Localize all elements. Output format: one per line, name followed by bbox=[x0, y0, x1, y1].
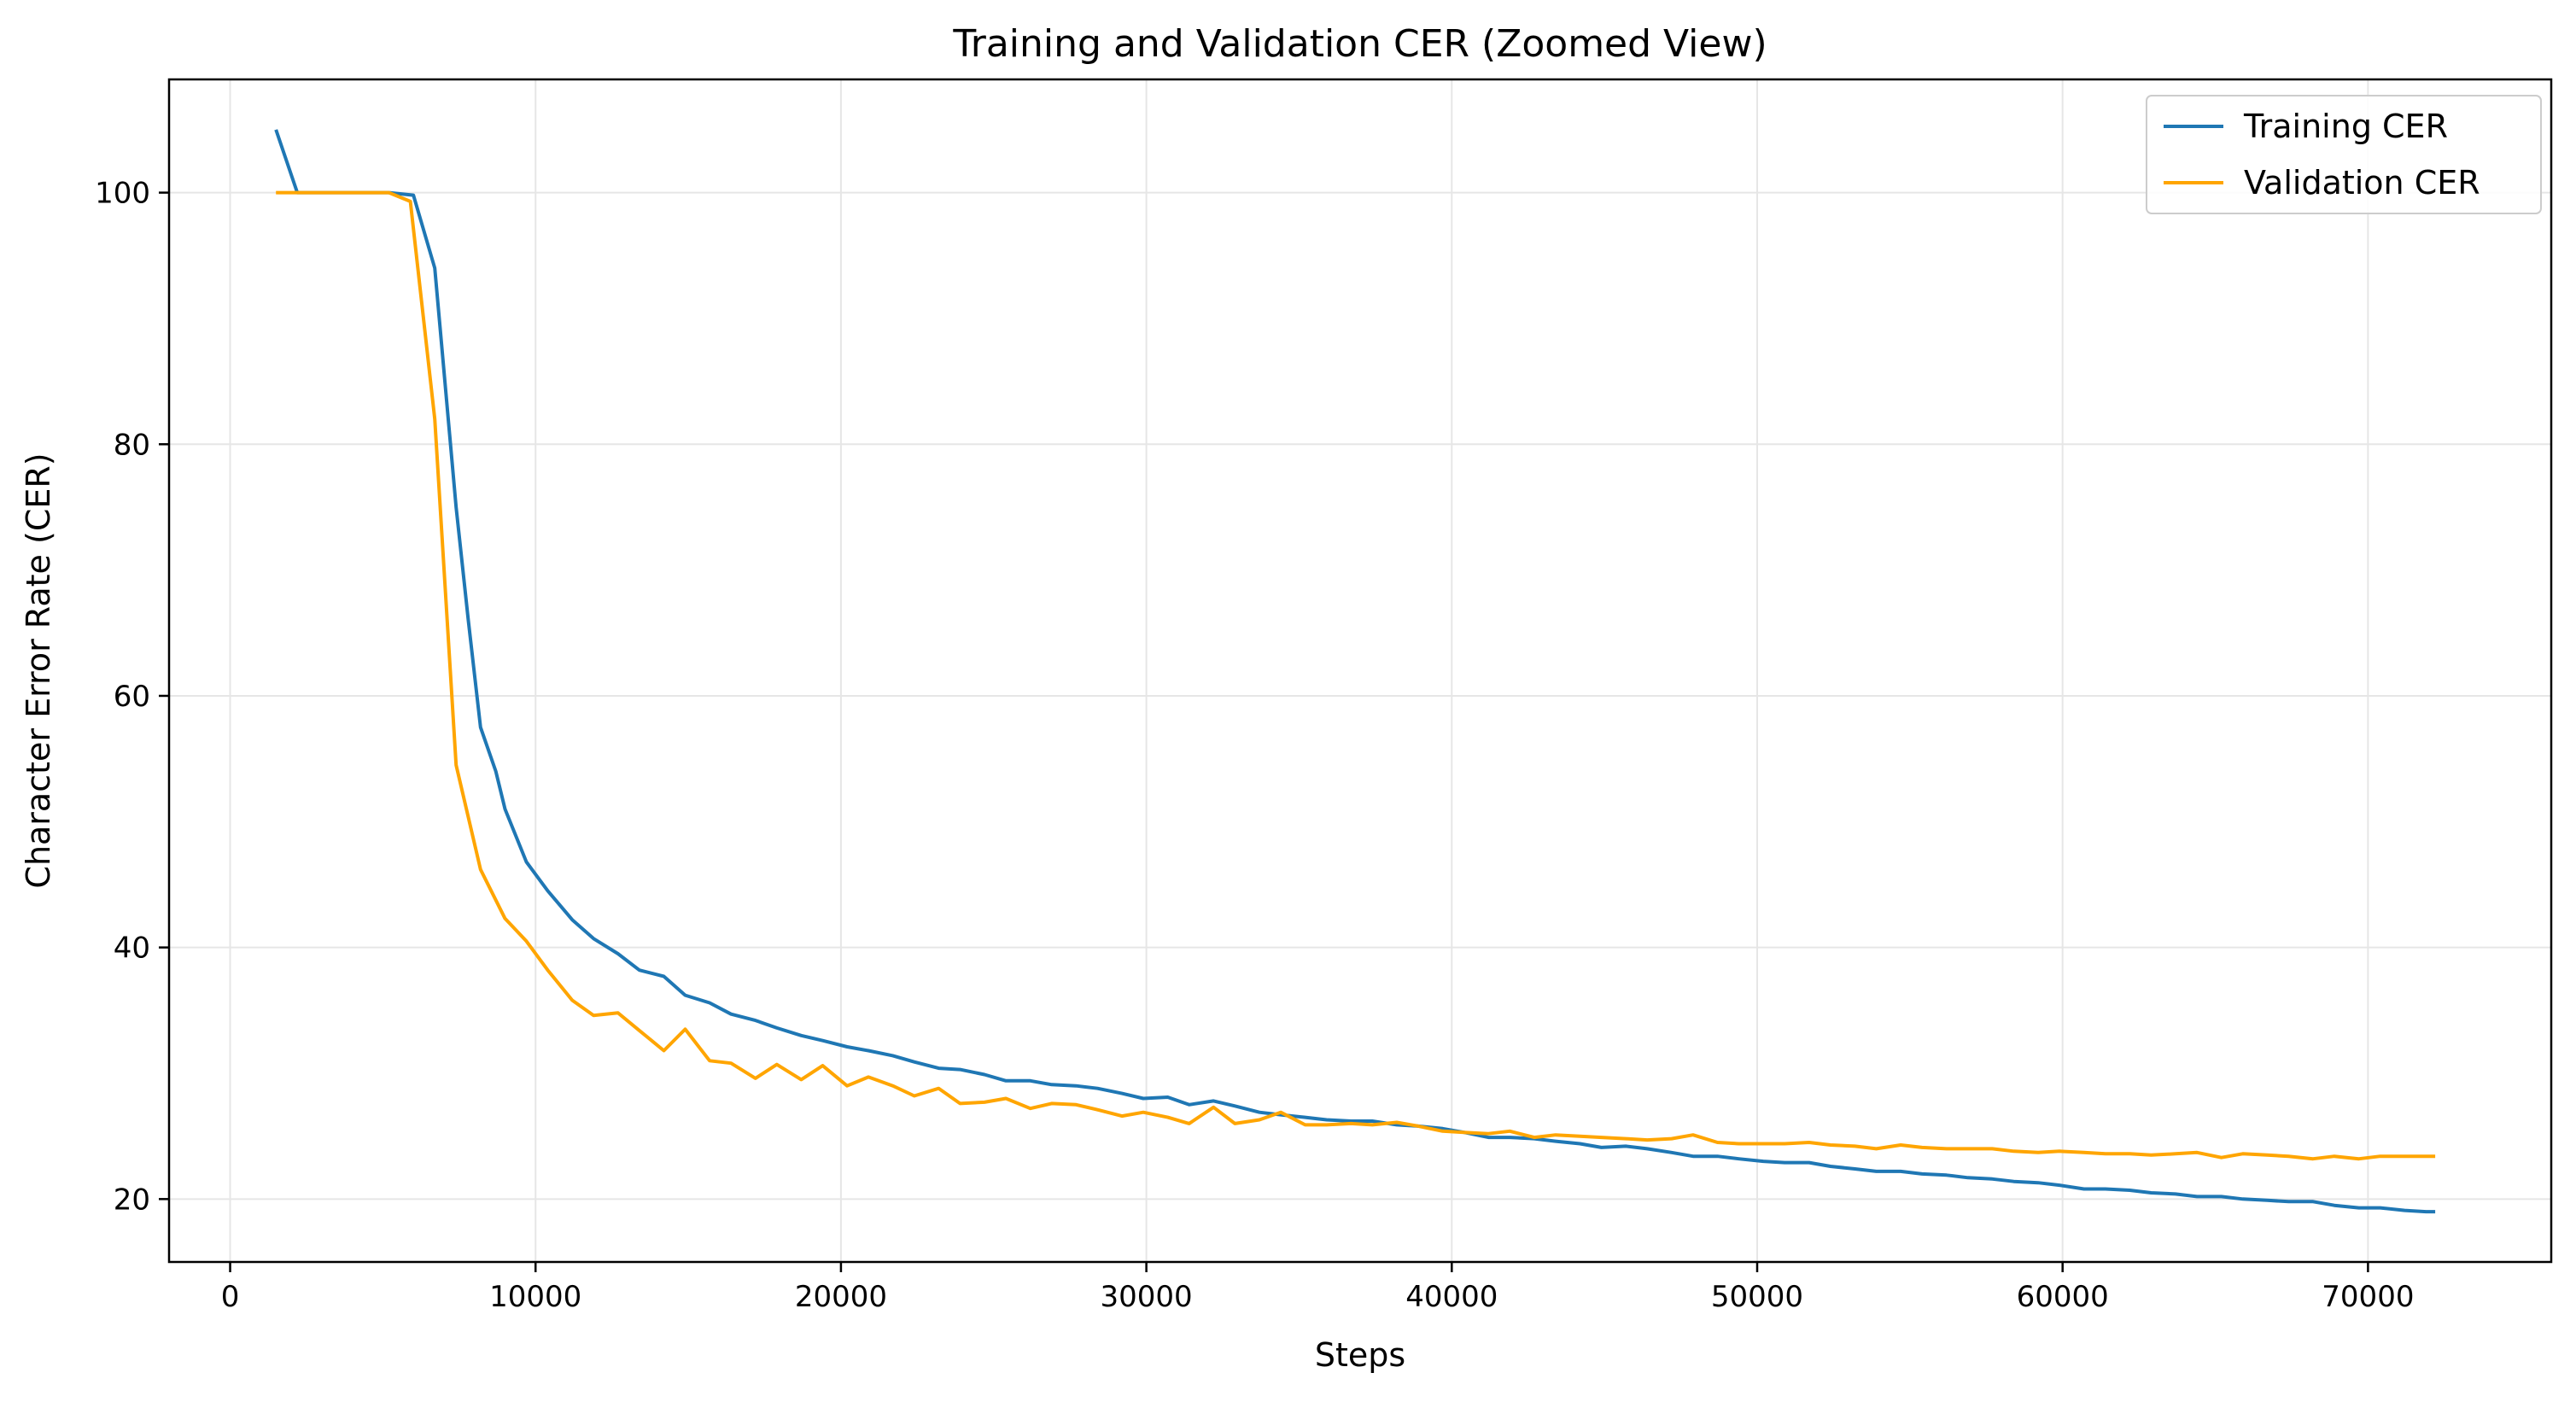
x-tick-label: 60000 bbox=[2017, 1280, 2109, 1314]
chart-title: Training and Validation CER (Zoomed View… bbox=[952, 22, 1767, 66]
x-tick-label: 50000 bbox=[1711, 1280, 1803, 1314]
x-tick-label: 0 bbox=[221, 1280, 240, 1314]
y-tick-label: 40 bbox=[114, 932, 150, 966]
legend-label: Validation CER bbox=[2244, 164, 2480, 202]
legend-box bbox=[2146, 95, 2542, 214]
y-tick-label: 80 bbox=[114, 428, 150, 462]
y-tick-label: 20 bbox=[114, 1183, 150, 1217]
x-axis-label: Steps bbox=[1315, 1336, 1405, 1374]
x-tick-label: 40000 bbox=[1405, 1280, 1498, 1314]
plot-frame bbox=[167, 78, 2553, 1264]
series-line-training bbox=[274, 129, 2436, 1214]
y-axis-label: Character Error Rate (CER) bbox=[20, 453, 57, 888]
x-tick-label: 70000 bbox=[2322, 1280, 2414, 1314]
legend: Training CER Validation CER bbox=[2146, 95, 2542, 214]
y-tick-label: 60 bbox=[114, 680, 150, 714]
x-tick-label: 30000 bbox=[1101, 1280, 1193, 1314]
x-tick-label: 20000 bbox=[795, 1280, 887, 1314]
series-layer bbox=[274, 129, 2436, 1214]
series-line-validation bbox=[276, 190, 2436, 1161]
x-tick-label: 10000 bbox=[489, 1280, 581, 1314]
legend-label: Training CER bbox=[2243, 108, 2448, 145]
y-tick-label: 100 bbox=[95, 177, 150, 211]
grid-layer bbox=[169, 79, 2551, 1262]
tick-layer: 0 10000 20000 30000 40000 50000 60000 70000 20 40… bbox=[95, 177, 2414, 1314]
